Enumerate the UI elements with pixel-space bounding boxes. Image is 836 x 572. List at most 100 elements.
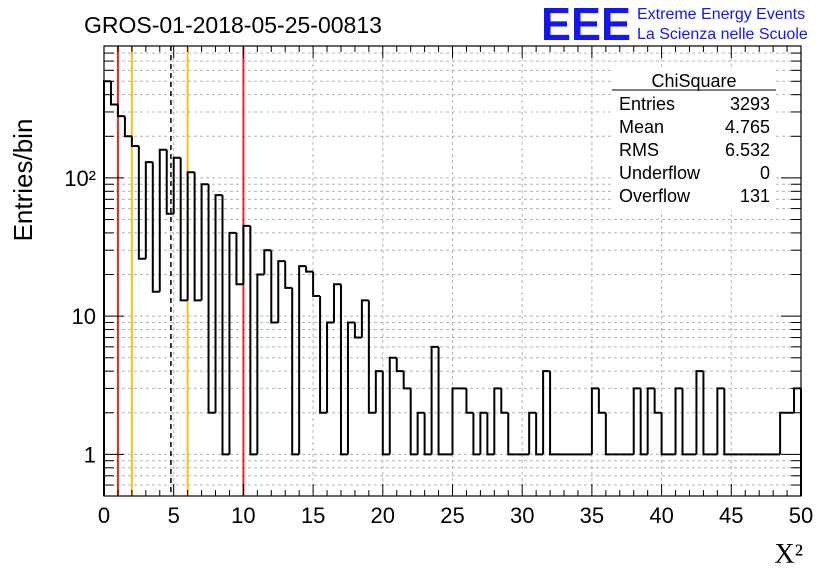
- y-axis-title: Entries/bin: [8, 119, 38, 242]
- histogram-bin: [298, 265, 307, 455]
- x-tick-label: 25: [440, 503, 464, 528]
- histogram-bin: [256, 273, 265, 455]
- stats-label-underflow: Underflow: [619, 163, 701, 183]
- histogram-bin: [263, 249, 272, 275]
- histogram-bin: [542, 370, 551, 455]
- stats-label-entries: Entries: [619, 94, 675, 114]
- histogram-bin: [326, 321, 335, 413]
- histogram-bin: [493, 387, 502, 455]
- histogram-bin: [123, 116, 132, 138]
- stats-box: ChiSquare Entries 3293 Mean 4.765 RMS 6.…: [612, 68, 776, 210]
- histogram-bin: [116, 104, 125, 118]
- histogram-bin: [388, 356, 397, 455]
- histogram-bin: [451, 387, 460, 455]
- stats-label-mean: Mean: [619, 117, 664, 137]
- histogram-bin: [158, 148, 167, 292]
- histogram-bin: [465, 388, 474, 414]
- histogram-bin: [486, 412, 495, 456]
- histogram-bin: [305, 266, 314, 273]
- stats-value-rms: 6.532: [725, 140, 770, 160]
- histogram-bin: [228, 231, 237, 455]
- histogram-bin: [130, 136, 139, 148]
- histogram-bin: [374, 370, 383, 413]
- histogram-bin: [360, 299, 369, 338]
- stats-value-mean: 4.765: [725, 117, 770, 137]
- histogram-bin: [793, 387, 801, 413]
- histogram-bin: [402, 371, 411, 390]
- histogram-bin: [479, 411, 488, 455]
- histogram-bin: [409, 388, 418, 456]
- y-tick-label: 1: [84, 442, 96, 467]
- x-tick-label: 45: [719, 503, 743, 528]
- x-tick-label: 10: [231, 503, 255, 528]
- org-subtitle: La Scienza nelle Scuole: [637, 26, 808, 43]
- histogram-bin: [632, 387, 641, 455]
- stats-box-background: [612, 68, 776, 210]
- histogram-bin: [172, 156, 181, 214]
- x-tick-label: 20: [371, 503, 395, 528]
- x-tick-label: 0: [98, 503, 110, 528]
- axes-layer: 0 5 10 15 20 25 30 35 40 45 50 1 10 10²: [64, 45, 813, 528]
- histogram-bin: [193, 172, 202, 302]
- histogram-bin: [535, 412, 544, 456]
- histogram-bin: [242, 224, 251, 285]
- histogram-bin: [549, 371, 558, 456]
- histogram-layer: [103, 80, 802, 496]
- histogram-bin: [779, 411, 788, 455]
- histogram-bin: [430, 345, 439, 455]
- org-name: Extreme Energy Events: [637, 6, 805, 23]
- histogram-bin: [528, 411, 537, 455]
- histogram-bin: [500, 388, 509, 414]
- histogram-bin: [207, 184, 216, 414]
- eee-logo: EEE: [541, 0, 631, 50]
- histogram-bin: [353, 322, 362, 339]
- y-tick-label: 10²: [64, 166, 96, 191]
- histogram-bin: [381, 371, 390, 456]
- histogram-bin: [416, 411, 425, 455]
- histogram-bin: [137, 146, 146, 260]
- histogram-bin: [103, 80, 111, 496]
- histogram-bin: [249, 225, 258, 456]
- stats-label-rms: RMS: [619, 140, 659, 160]
- histogram-bin: [214, 194, 223, 413]
- histogram-bin: [437, 346, 446, 456]
- histogram-bin: [312, 271, 321, 297]
- histogram-bin: [507, 412, 516, 456]
- stats-value-entries: 3293: [730, 94, 770, 114]
- histogram-bin: [395, 357, 404, 373]
- histogram-bin: [165, 149, 174, 215]
- histogram-bin: [339, 284, 348, 456]
- stats-label-overflow: Overflow: [619, 186, 691, 206]
- histogram-bin: [681, 388, 690, 456]
- histogram-bin: [346, 321, 355, 455]
- histogram-bin: [653, 388, 662, 414]
- histogram-bin: [716, 387, 725, 455]
- histogram-bin: [646, 387, 655, 455]
- x-tick-label: 40: [649, 503, 673, 528]
- histogram-bin: [639, 388, 648, 456]
- histogram-bin: [291, 287, 300, 456]
- stats-value-overflow: 131: [740, 186, 770, 206]
- x-tick-label: 50: [789, 503, 813, 528]
- histogram-bin: [270, 250, 279, 324]
- stats-value-underflow: 0: [760, 163, 770, 183]
- histogram-bin: [319, 295, 328, 414]
- histogram-bin: [200, 183, 209, 301]
- histogram-bin: [179, 157, 188, 302]
- stats-box-title: ChiSquare: [651, 71, 736, 91]
- histogram-bin: [695, 370, 704, 455]
- histogram-bin: [284, 261, 293, 289]
- histogram-bin: [186, 171, 195, 301]
- histogram-bin: [597, 388, 606, 414]
- histogram-bin: [144, 161, 153, 259]
- histogram-bin: [472, 412, 481, 456]
- x-tick-label: 5: [168, 503, 180, 528]
- x-axis-title: Χ²: [774, 539, 803, 570]
- x-tick-label: 35: [580, 503, 604, 528]
- histogram-bin: [604, 412, 613, 456]
- histogram-bin: [723, 388, 732, 456]
- histogram-bin: [590, 387, 599, 455]
- histogram-bin: [277, 260, 286, 323]
